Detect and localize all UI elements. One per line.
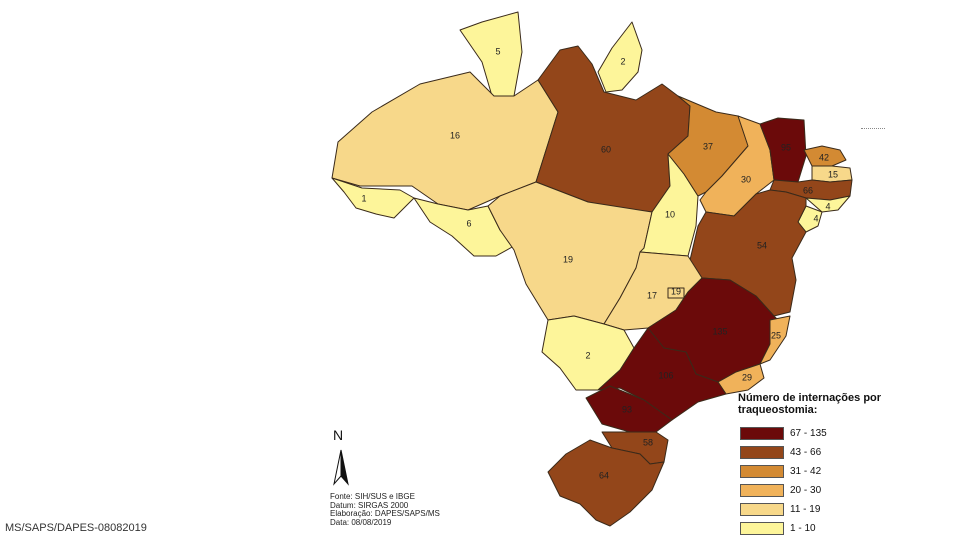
legend-item: 1 - 10 — [740, 519, 938, 538]
legend-label: 43 - 66 — [790, 447, 822, 458]
state-value-label: 64 — [599, 470, 609, 480]
state-value-label: 2 — [585, 350, 590, 360]
north-arrow-icon — [333, 449, 349, 486]
legend-swatch — [740, 503, 784, 516]
legend-label: 67 - 135 — [790, 428, 827, 439]
state-value-label: 1 — [361, 193, 366, 203]
state-value-label: 95 — [781, 142, 791, 152]
legend-item: 20 - 30 — [740, 481, 938, 500]
credits-elaboration: Elaboração: DAPES/SAPS/MS — [330, 509, 440, 518]
legend-label: 1 - 10 — [790, 523, 816, 534]
state-value-label: 29 — [742, 372, 752, 382]
state-value-label: 106 — [658, 370, 673, 380]
legend-item: 43 - 66 — [740, 443, 938, 462]
state-value-label: 37 — [703, 141, 713, 151]
state-value-label: 135 — [712, 326, 727, 336]
state-value-label: 54 — [757, 240, 767, 250]
state-rr — [459, 11, 523, 97]
state-ce — [759, 117, 807, 183]
state-value-label: 30 — [741, 174, 751, 184]
legend-swatch — [740, 522, 784, 535]
state-value-label: 60 — [601, 144, 611, 154]
state-value-label: 16 — [450, 130, 460, 140]
state-ac — [331, 177, 415, 219]
state-to — [639, 153, 699, 257]
state-value-label: 19 — [563, 254, 573, 264]
legend-item: 11 - 19 — [740, 500, 938, 519]
state-value-label: 17 — [647, 290, 657, 300]
state-es — [759, 315, 791, 365]
credits-date: Data: 08/08/2019 — [330, 517, 392, 527]
state-value-label: 6 — [466, 218, 471, 228]
north-letter: N — [333, 427, 344, 443]
state-value-label: 4 — [813, 213, 818, 223]
state-ap — [597, 21, 643, 93]
state-value-label: 10 — [665, 209, 675, 219]
credits-datum: Datum: SIRGAS 2000 — [330, 500, 409, 510]
legend-item: 67 - 135 — [740, 424, 938, 443]
legend: Número de internações por traqueostomia:… — [738, 392, 938, 538]
state-value-label: 42 — [819, 152, 829, 162]
legend-swatch — [740, 465, 784, 478]
legend-title: Número de internações por traqueostomia: — [738, 392, 882, 416]
footer-code: MS/SAPS/DAPES-08082019 — [5, 522, 147, 534]
legend-label: 31 - 42 — [790, 466, 822, 477]
credits-source: Fonte: SIH/SUS e IBGE — [330, 492, 415, 501]
state-value-label: 93 — [622, 404, 632, 414]
legend-label: 20 - 30 — [790, 485, 822, 496]
legend-swatch — [740, 427, 784, 440]
state-value-label: 15 — [828, 169, 838, 179]
map-frame-tick — [861, 128, 885, 129]
state-rs — [547, 439, 665, 527]
state-pr — [585, 385, 673, 433]
legend-swatch — [740, 484, 784, 497]
state-value-label: 25 — [771, 330, 781, 340]
legend-item: 31 - 42 — [740, 462, 938, 481]
state-value-label: 5 — [495, 46, 500, 56]
state-value-label: 2 — [620, 56, 625, 66]
state-value-label: 4 — [825, 201, 830, 211]
state-value-label: 66 — [803, 185, 813, 195]
map-credits: Fonte: SIH/SUS e IBGE Datum: SIRGAS 2000… — [330, 492, 440, 527]
state-value-label: 19 — [671, 286, 681, 296]
legend-swatch — [740, 446, 784, 459]
legend-label: 11 - 19 — [790, 504, 821, 515]
state-value-label: 58 — [643, 437, 653, 447]
state-al — [805, 195, 851, 213]
